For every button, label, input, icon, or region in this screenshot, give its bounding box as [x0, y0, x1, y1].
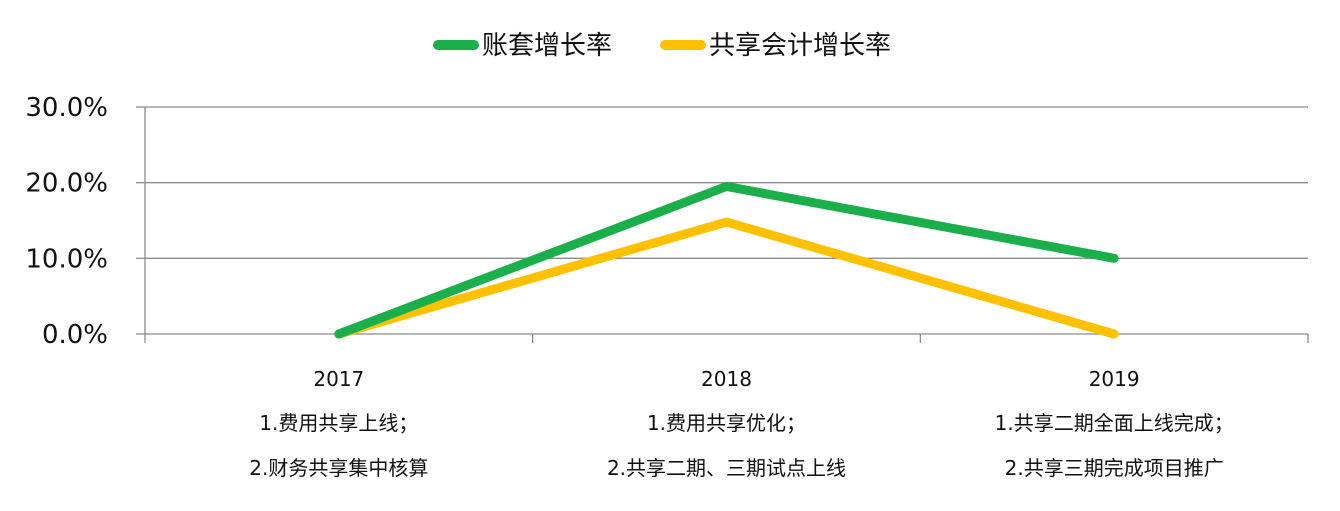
y-tick-label: 20.0% [25, 169, 108, 199]
legend-label: 账套增长率 [482, 31, 612, 61]
x-category-label: 2018 [701, 367, 752, 391]
x-category-label: 2017 [313, 367, 364, 391]
x-category-note: 2.共享三期完成项目推广 [1005, 456, 1224, 480]
x-category-label: 2019 [1089, 367, 1140, 391]
x-category-note: 2.共享二期、三期试点上线 [607, 456, 846, 480]
series-point [1113, 333, 1115, 335]
x-category-note: 1.共享二期全面上线完成； [995, 411, 1234, 435]
x-axis-categories: 2017 1.费用共享上线； 2.财务共享集中核算 2018 1.费用共享优化； 2.共享… [249, 367, 1233, 480]
series-point [726, 221, 727, 223]
series-point [338, 333, 340, 335]
y-tick-label: 30.0% [25, 93, 108, 123]
x-category-note: 1.费用共享优化； [647, 411, 806, 435]
series-point [1113, 257, 1115, 259]
y-tick-label: 10.0% [25, 244, 108, 274]
x-category-note: 2.财务共享集中核算 [249, 456, 428, 480]
series-point [726, 185, 727, 187]
legend: 账套增长率 共享会计增长率 [433, 31, 891, 61]
series-lines [334, 181, 1119, 339]
x-category-note: 1.费用共享上线； [259, 411, 418, 435]
y-tick-label: 0.0% [42, 320, 108, 350]
legend-label: 共享会计增长率 [709, 31, 891, 61]
series-line-1 [334, 181, 1119, 339]
y-axis-ticks: 0.0% 10.0% 20.0% 30.0% [25, 93, 108, 350]
